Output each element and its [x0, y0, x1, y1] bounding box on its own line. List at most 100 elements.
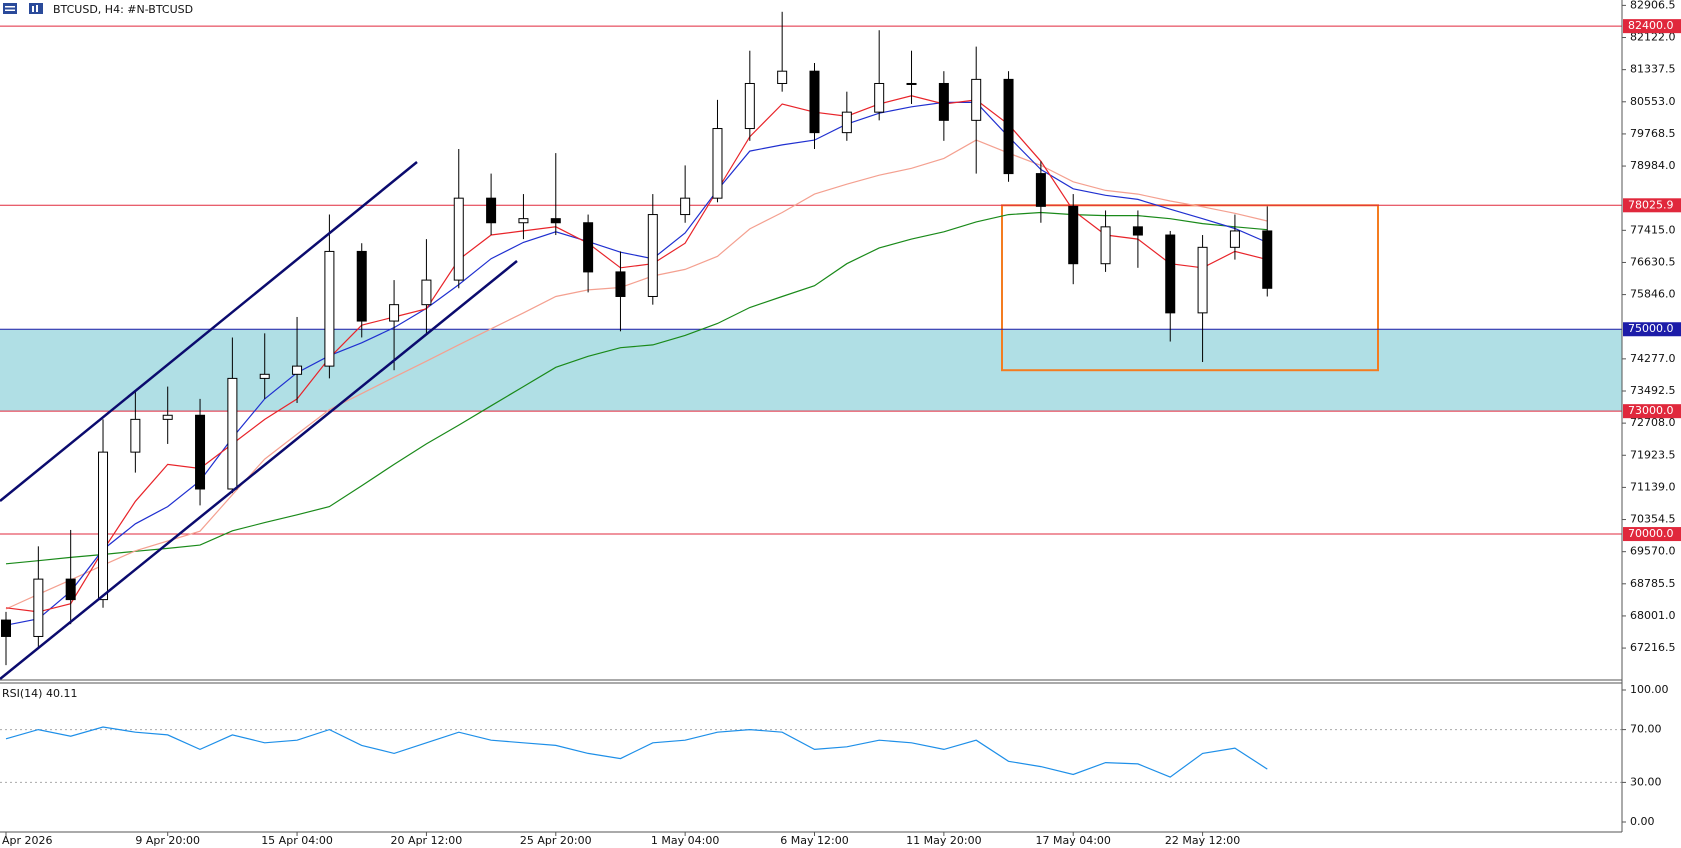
y-tick-label: 79768.5 [1630, 127, 1676, 140]
candle-body [1132, 226, 1143, 236]
x-tick-label: 15 Apr 04:00 [261, 834, 333, 847]
price-level-label: 70000.0 [1628, 527, 1674, 540]
candle-body [680, 197, 691, 216]
candle-body [453, 197, 464, 281]
x-tick-label: 1 May 04:00 [651, 834, 719, 847]
candle-body [971, 78, 982, 121]
candle-body [647, 214, 658, 297]
candle-body [1100, 226, 1111, 265]
candle-body [292, 365, 303, 375]
candle-body [65, 578, 76, 601]
candle-body [744, 82, 755, 130]
chart-title: BTCUSD, H4: #N-BTCUSD [53, 3, 193, 16]
x-tick-label: 11 May 20:00 [906, 834, 981, 847]
candle-body [389, 304, 400, 322]
candle-body [1003, 78, 1014, 175]
chart-icon-bar [36, 5, 38, 12]
channel-lower [0, 260, 518, 680]
y-tick-label: 80553.0 [1630, 95, 1676, 108]
rsi-tick-label: 100.00 [1630, 683, 1669, 696]
candle-body [324, 250, 335, 367]
menu-icon [3, 3, 17, 14]
y-tick-label: 67216.5 [1630, 641, 1676, 654]
x-tick-label: 9 Apr 20:00 [135, 834, 200, 847]
candle-body [906, 82, 917, 85]
rsi-tick-label: 30.00 [1630, 775, 1662, 788]
candle-body [583, 222, 594, 273]
channel-upper [0, 161, 418, 502]
candle-body [33, 578, 44, 637]
header: BTCUSD, H4: #N-BTCUSD [3, 3, 193, 16]
x-tick-label: 22 May 12:00 [1165, 834, 1240, 847]
price-level-label: 73000.0 [1628, 404, 1674, 417]
price-level-tag [1623, 198, 1681, 213]
moving-average [5, 139, 1268, 610]
y-tick-label: 82906.5 [1630, 0, 1676, 11]
y-tick-label: 69570.0 [1630, 545, 1676, 558]
candle-body [1035, 173, 1046, 207]
candle-body [615, 271, 626, 297]
candle-body [1229, 230, 1240, 248]
candle-body [1165, 234, 1176, 314]
candle-body [841, 111, 852, 134]
candle-body [259, 373, 270, 379]
candle-body [777, 70, 788, 84]
y-tick-label: 81337.5 [1630, 63, 1676, 76]
x-tick-label: 20 Apr 12:00 [391, 834, 463, 847]
candle-body [518, 218, 529, 224]
price-level-label: 82400.0 [1628, 19, 1674, 32]
rsi-tick-label: 70.00 [1630, 723, 1662, 736]
price-level-tag [1623, 19, 1681, 34]
candle-body [227, 377, 238, 490]
moving-average [5, 211, 1268, 565]
y-tick-label: 78984.0 [1630, 159, 1676, 172]
candle-body [550, 218, 561, 224]
y-tick-label: 74277.0 [1630, 352, 1676, 365]
y-tick-label: 75846.0 [1630, 288, 1676, 301]
y-tick-label: 72708.0 [1630, 416, 1676, 429]
y-tick-label: 73492.5 [1630, 384, 1676, 397]
candle-body [356, 250, 367, 322]
moving-average [5, 95, 1268, 613]
candle-body [162, 414, 173, 420]
rsi-label: RSI(14) 40.11 [2, 687, 77, 700]
rsi-line [5, 726, 1268, 778]
candle-body [712, 128, 723, 199]
candle-body [195, 414, 206, 490]
y-tick-label: 70354.5 [1630, 513, 1676, 526]
moving-average [5, 101, 1268, 626]
y-tick-label: 77415.0 [1630, 223, 1676, 236]
candle-body [421, 279, 432, 306]
candle-body [130, 418, 141, 453]
y-tick-label: 68001.0 [1630, 609, 1676, 622]
menu-icon-line [5, 6, 15, 8]
candle-body [809, 70, 820, 134]
candle-body [938, 82, 949, 121]
candle-body [486, 197, 497, 224]
y-tick-label: 71139.0 [1630, 480, 1676, 493]
trend-channel [0, 161, 518, 680]
price-level-tag [1623, 527, 1681, 542]
x-tick-label: Apr 2026 [2, 834, 53, 847]
price-level-label: 78025.9 [1628, 198, 1674, 211]
x-tick-label: 25 Apr 20:00 [520, 834, 592, 847]
x-tick-label: 17 May 04:00 [1036, 834, 1111, 847]
x-tick-label: 6 May 12:00 [780, 834, 848, 847]
menu-icon-line [5, 9, 15, 11]
y-tick-label: 71923.5 [1630, 448, 1676, 461]
candle-body [98, 451, 109, 601]
candle-body [1197, 246, 1208, 314]
candle-body [874, 82, 885, 113]
candle-body [1, 619, 11, 637]
candle-body [1068, 205, 1079, 265]
y-tick-label: 76630.5 [1630, 255, 1676, 268]
y-tick-label: 68785.5 [1630, 577, 1676, 590]
price-level-label: 75000.0 [1628, 322, 1674, 335]
y-tick-label: 82122.0 [1630, 31, 1676, 44]
price-level-tag [1623, 404, 1681, 419]
chart-icon-bar [32, 6, 34, 12]
price-level-tag [1623, 322, 1681, 337]
candle-body [1262, 230, 1273, 289]
